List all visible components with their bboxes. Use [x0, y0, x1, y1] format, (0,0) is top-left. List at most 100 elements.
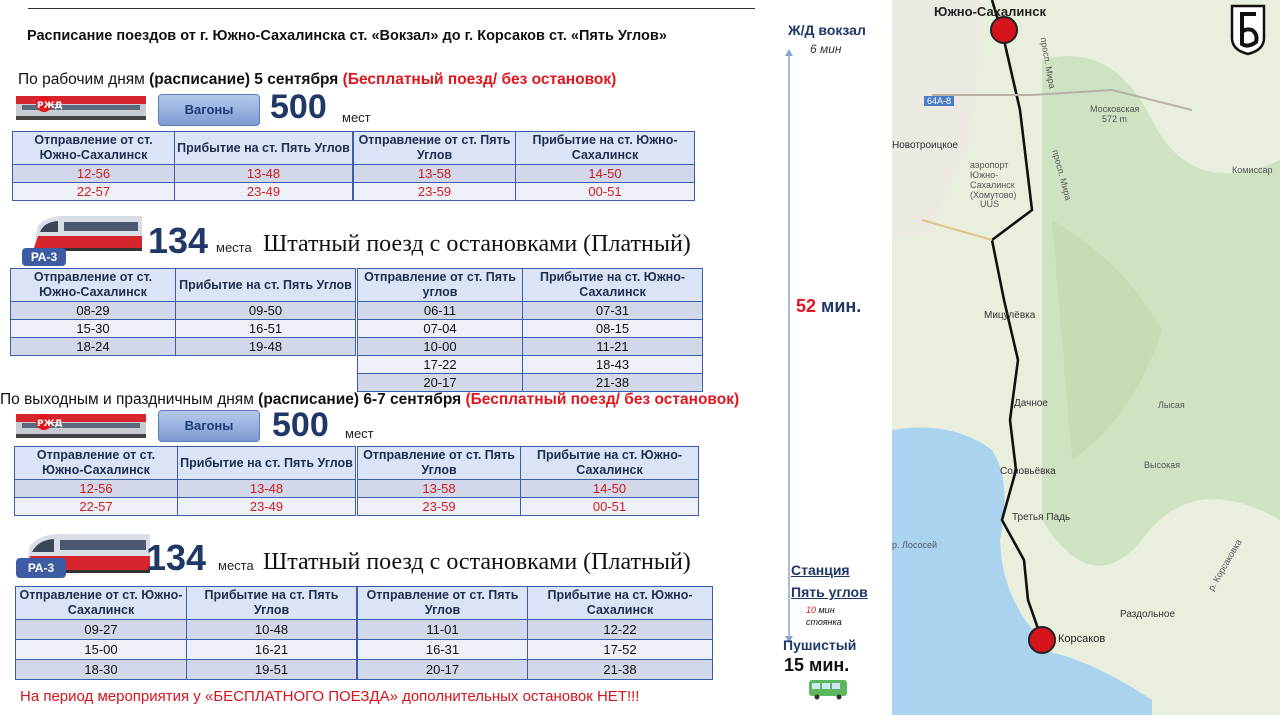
stop-minutes: 10 [806, 605, 817, 615]
map-label: Московская [1090, 104, 1140, 114]
col-header: Отправление от ст. Южно-Сахалинск [12, 131, 175, 165]
stop-unit: мин [816, 605, 835, 615]
cell: 19-48 [175, 337, 356, 356]
ra3-train-icon [24, 534, 150, 573]
weekday-free-from-table: Отправление от ст. Пять Углов Прибытие н… [353, 131, 695, 201]
cell: 10-00 [357, 337, 523, 356]
col-header: Отправление от ст. Пять Углов [357, 586, 528, 620]
cell: 13-48 [174, 164, 353, 183]
weekday-heading: По рабочим дням (расписание) 5 сентября … [18, 71, 616, 89]
svg-text:РЖД: РЖД [37, 101, 63, 111]
cell: 19-51 [186, 659, 357, 680]
col-header: Прибытие на ст. Пять Углов [186, 586, 357, 620]
table-row: 18-24 19-48 [10, 337, 356, 356]
table-row: 10-00 11-21 [357, 337, 703, 356]
cell: 13-58 [357, 479, 521, 498]
ra3-badge: РА-3 [22, 248, 66, 266]
table-row: 06-11 07-31 [357, 301, 703, 320]
col-header: Прибытие на ст. Пять Углов [174, 131, 353, 165]
map-label: 64А-8 [924, 96, 955, 106]
col-header: Прибытие на ст. Южно-Сахалинск [527, 586, 713, 620]
cell: 06-11 [357, 301, 523, 320]
table-row: 23-59 00-51 [357, 497, 699, 516]
travel-time-value: 52 [796, 296, 817, 316]
cell: 18-24 [10, 337, 176, 356]
map-label: аэропорт [970, 160, 1009, 170]
cell: 21-38 [527, 659, 713, 680]
route-arrow [785, 49, 793, 643]
weekend-date: (расписание) 6-7 сентября [258, 391, 462, 408]
table-row: 07-04 08-15 [357, 319, 703, 338]
weekday-free-seats: 500 [270, 88, 327, 126]
passenger-train-icon: РЖД [16, 96, 146, 120]
col-header: Прибытие на ст. Южно-Сахалинск [520, 446, 699, 480]
cell: 09-50 [175, 301, 356, 320]
footer-note: На период мероприятия у «БЕСПЛАТНОГО ПОЕ… [20, 688, 640, 705]
cell: 16-51 [175, 319, 356, 338]
table-row: 20-17 21-38 [357, 659, 713, 680]
map-label: Южно-Сахалинск [934, 4, 1046, 19]
weekend-free-to-table: Отправление от ст. Южно-Сахалинск Прибыт… [14, 446, 356, 516]
ra3-badge: РА-3 [16, 558, 66, 578]
table-row: 08-29 09-50 [10, 301, 356, 320]
cell: 09-27 [15, 619, 187, 640]
page-title: Расписание поездов от г. Южно-Сахалинска… [27, 28, 667, 44]
weekend-paid-seats: 134 [146, 537, 207, 578]
passenger-train-icon: РЖД [16, 414, 146, 438]
cell: 22-57 [12, 182, 175, 201]
col-header: Отправление от ст. Пять Углов [357, 446, 521, 480]
ra3-train-icon [32, 216, 142, 251]
col-header: Отправление от ст. Пять Углов [353, 131, 516, 165]
table-row: 12-56 13-48 [12, 164, 353, 183]
station-bottom-label-1: Станция [791, 562, 850, 578]
cell: 00-51 [515, 182, 695, 201]
map-label: Соловьёвка [1000, 466, 1056, 477]
cell: 20-17 [357, 659, 528, 680]
cell: 23-59 [357, 497, 521, 516]
route-map[interactable]: Южно-Сахалинск просп. Мира 64А-8 Московс… [892, 0, 1280, 715]
cell: 20-17 [357, 373, 523, 392]
table-row: 20-17 21-38 [357, 373, 703, 392]
bus-time: 15 мин. [784, 655, 850, 675]
seats-unit: места [216, 240, 252, 255]
weekend-paid-from-table: Отправление от ст. Пять Углов Прибытие н… [357, 586, 713, 680]
seats-unit: места [218, 558, 254, 573]
seats-unit: мест [345, 426, 374, 441]
map-label: Комиссар [1232, 165, 1273, 175]
map-label: Южно- [970, 170, 999, 180]
cell: 12-56 [14, 479, 178, 498]
weekday-paid-from-table: Отправление от ст. Пять углов Прибытие н… [357, 268, 703, 392]
cell: 08-15 [522, 319, 703, 338]
weekday-prefix: По рабочим дням [18, 71, 150, 88]
col-header: Отправление от ст. Пять углов [357, 268, 523, 302]
weekend-free-seats: 500 [272, 406, 329, 444]
table-row: 15-30 16-51 [10, 319, 356, 338]
wagons-button[interactable]: Вагоны [158, 410, 260, 442]
cell: 07-04 [357, 319, 523, 338]
map-background [892, 0, 1280, 715]
cell: 17-22 [357, 355, 523, 374]
bus-stop-label: Пушистый [783, 637, 857, 653]
top-duration: 6 мин [810, 42, 842, 56]
cell: 16-31 [357, 639, 528, 660]
station-bottom-label-2: Пять углов [791, 584, 868, 600]
table-row: 23-59 00-51 [353, 182, 695, 201]
map-label: (Хомутово) [970, 190, 1017, 200]
cell: 11-21 [522, 337, 703, 356]
cell: 07-31 [522, 301, 703, 320]
map-label: Мицулёвка [984, 310, 1036, 321]
cell: 15-00 [15, 639, 187, 660]
col-header: Отправление от ст. Южно-Сахалинск [15, 586, 187, 620]
wagons-button[interactable]: Вагоны [158, 94, 260, 126]
cell: 14-50 [515, 164, 695, 183]
table-row: 11-01 12-22 [357, 619, 713, 640]
map-label: р. Лососей [892, 540, 938, 550]
cell: 23-59 [353, 182, 516, 201]
cell: 15-30 [10, 319, 176, 338]
table-row: 22-57 23-49 [12, 182, 353, 201]
map-label: Третья Падь [1012, 512, 1071, 523]
weekday-date: (расписание) 5 сентября [149, 71, 339, 88]
travel-time: 52 мин. [796, 296, 861, 317]
cell: 11-01 [357, 619, 528, 640]
cell: 16-21 [186, 639, 357, 660]
